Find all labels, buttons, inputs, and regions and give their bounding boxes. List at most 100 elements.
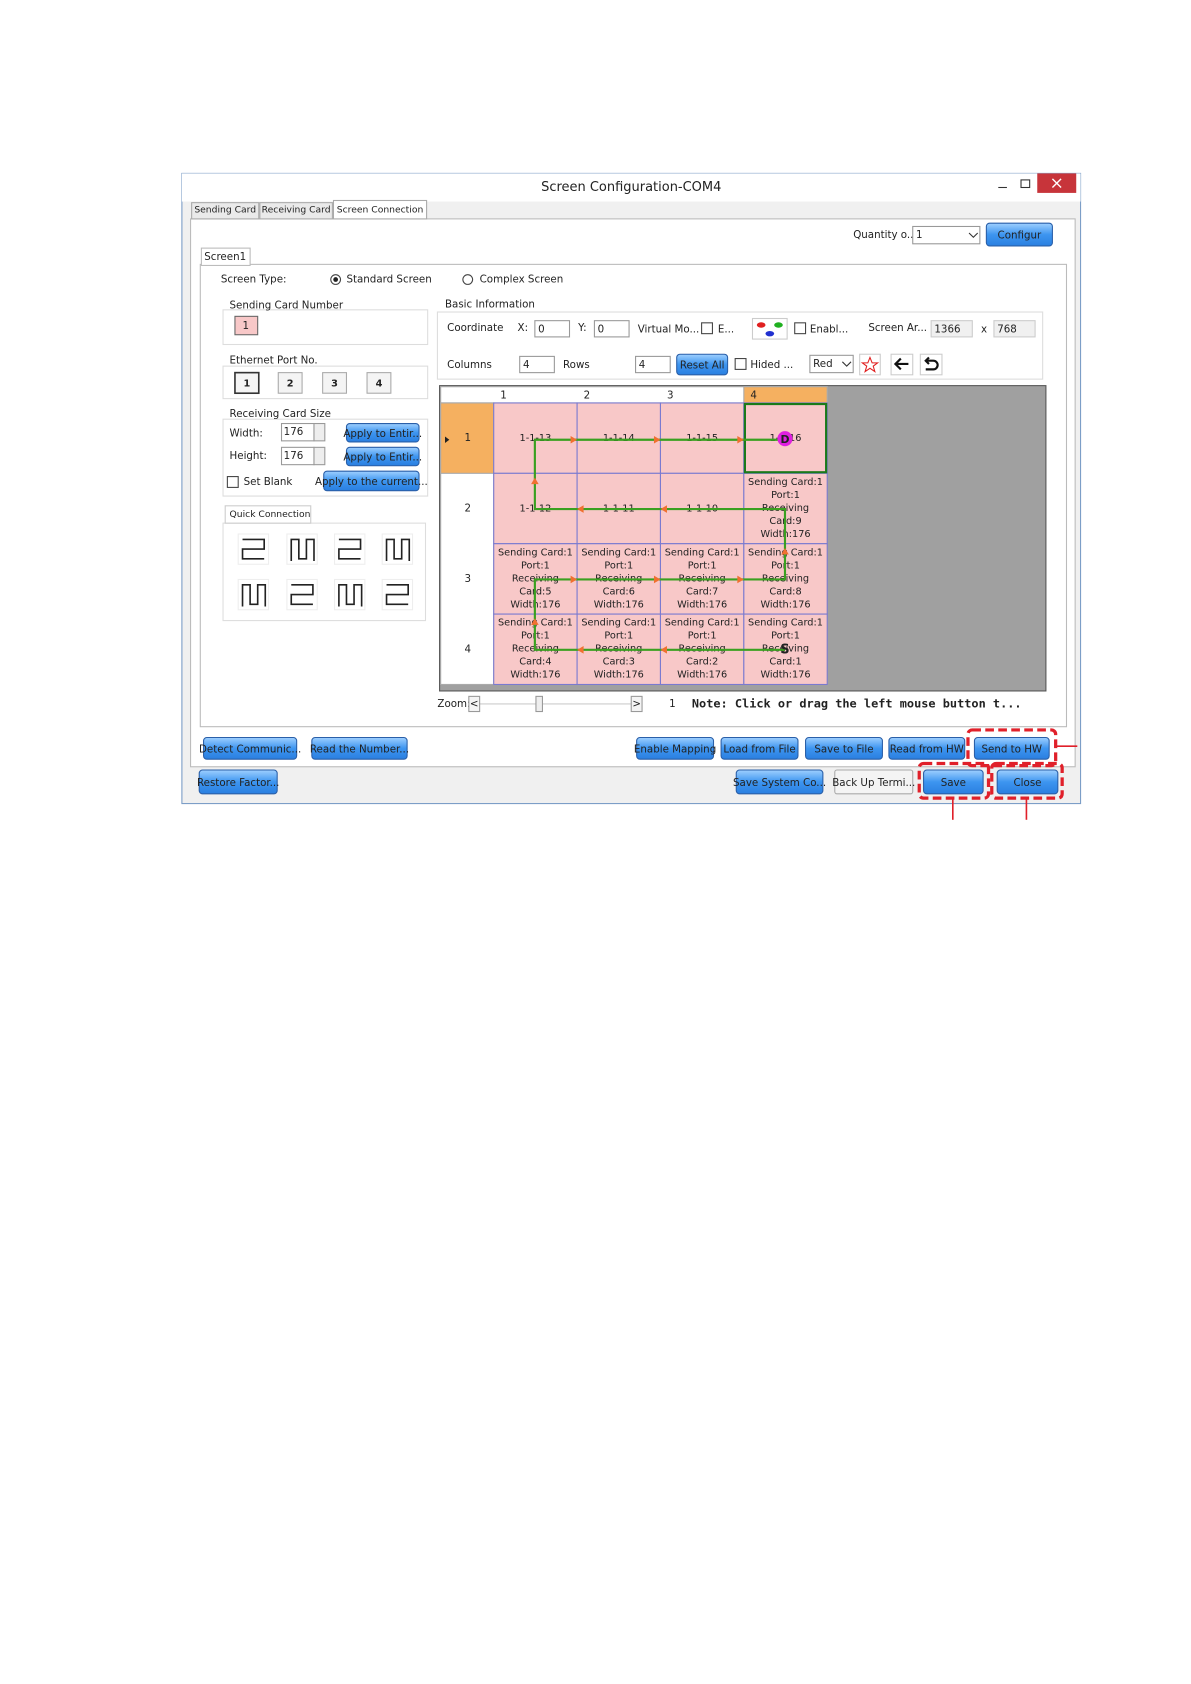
port-label: 3 — [331, 378, 338, 389]
quantity-value: 1 — [916, 229, 923, 241]
button[interactable] — [203, 736, 298, 760]
button[interactable] — [996, 769, 1059, 795]
cell-text: Sending Card:1 — [665, 547, 740, 558]
port-button[interactable] — [234, 371, 260, 395]
radio[interactable] — [462, 274, 474, 285]
connection-arrow — [660, 505, 667, 513]
button[interactable] — [834, 769, 914, 795]
group-title: Quick Connection — [230, 509, 311, 520]
input-value: 1366 — [934, 323, 960, 335]
cell-text: Card:8 — [769, 586, 801, 597]
columns-input[interactable] — [519, 355, 555, 374]
button[interactable] — [985, 222, 1053, 247]
radio-dot — [333, 277, 339, 282]
tab[interactable] — [259, 202, 333, 220]
screen-tab[interactable] — [200, 247, 251, 266]
checkbox[interactable] — [734, 358, 747, 370]
star-button[interactable] — [859, 353, 881, 376]
start-marker-label: S — [780, 642, 789, 657]
x-input[interactable] — [534, 320, 571, 338]
quick-connection-path — [338, 538, 362, 560]
rows-input[interactable] — [635, 355, 671, 374]
spinner[interactable] — [313, 422, 326, 442]
button[interactable] — [345, 422, 420, 443]
sending-card-box[interactable] — [234, 315, 259, 336]
input-value: 768 — [997, 323, 1017, 335]
button[interactable] — [345, 446, 420, 467]
note: Note: Click or drag the left mouse butto… — [692, 696, 1022, 710]
checkbox[interactable] — [794, 322, 807, 335]
row-header-label: 3 — [464, 573, 471, 585]
button[interactable] — [323, 470, 420, 492]
color-dot — [774, 322, 783, 328]
tab[interactable] — [191, 202, 260, 220]
input-value: Red — [813, 358, 833, 370]
button-label: Reset All — [680, 360, 725, 372]
quantity-select[interactable] — [912, 225, 981, 245]
field-label: Screen Ar... — [868, 322, 927, 334]
zoom-next[interactable] — [630, 695, 643, 713]
button[interactable] — [888, 736, 966, 760]
cell-text: Sending Card:1 — [665, 618, 740, 629]
zoom-value: 1 — [669, 698, 676, 710]
radio-label: Standard Screen — [346, 274, 431, 286]
color-select[interactable] — [809, 354, 854, 374]
cell-text: Sending Card:1 — [581, 618, 656, 629]
dropdown-arrow — [841, 361, 852, 367]
group-box — [222, 522, 427, 622]
screen-type-label: Screen Type: — [221, 274, 287, 286]
callout-box — [966, 728, 1058, 768]
button[interactable] — [923, 769, 984, 795]
checkbox[interactable] — [701, 322, 713, 335]
checkbox-label: Set Blank — [244, 476, 293, 488]
button[interactable] — [805, 736, 883, 760]
checkbox[interactable] — [226, 476, 239, 488]
cell-text: Port:1 — [604, 631, 633, 642]
quick-connection-path — [290, 584, 314, 606]
spinner[interactable] — [313, 446, 326, 466]
button[interactable] — [636, 736, 715, 760]
maximize[interactable] — [1020, 179, 1031, 189]
star-icon — [860, 356, 880, 373]
button[interactable] — [720, 736, 799, 760]
color-dot — [765, 330, 775, 337]
port-button[interactable] — [322, 372, 348, 394]
button[interactable] — [198, 769, 278, 795]
row-selected — [440, 402, 495, 474]
group-box — [222, 365, 429, 400]
port-button[interactable] — [277, 372, 303, 394]
group-title: Receiving Card Size — [230, 408, 331, 420]
tab[interactable] — [332, 199, 428, 220]
quick-connection-path — [290, 538, 315, 562]
cell-text: Width:176 — [760, 599, 810, 610]
undo-button[interactable] — [919, 353, 943, 376]
button-label: Read the Number... — [310, 743, 409, 755]
radio-label: Complex Screen — [480, 274, 564, 286]
grid-cell[interactable] — [576, 402, 662, 474]
y-input[interactable] — [593, 320, 630, 338]
zoom-thumb[interactable] — [535, 695, 543, 713]
port-label: 1 — [243, 378, 250, 389]
button[interactable] — [311, 736, 408, 760]
row-pointer — [445, 436, 450, 444]
column-header: 3 — [667, 389, 674, 401]
button-label: Apply to Entir... — [343, 452, 422, 464]
quick-connection-path — [385, 584, 410, 606]
connection-arrow — [737, 575, 744, 584]
title-bar — [181, 173, 1081, 202]
button[interactable] — [973, 736, 1050, 760]
button[interactable] — [676, 353, 729, 376]
quick-connection-path — [385, 538, 411, 562]
zoom-prev-label: < — [470, 698, 479, 710]
button[interactable] — [735, 769, 824, 795]
connection-arrow — [531, 618, 539, 625]
zoom-prev[interactable] — [468, 695, 481, 713]
checkbox-label: E... — [718, 323, 734, 335]
screen-height — [993, 320, 1036, 338]
port-button[interactable] — [366, 372, 392, 394]
button-label: Restore Factor... — [197, 777, 279, 789]
button-label: Read from HW — [890, 743, 964, 755]
button-label: Close — [1014, 777, 1042, 789]
